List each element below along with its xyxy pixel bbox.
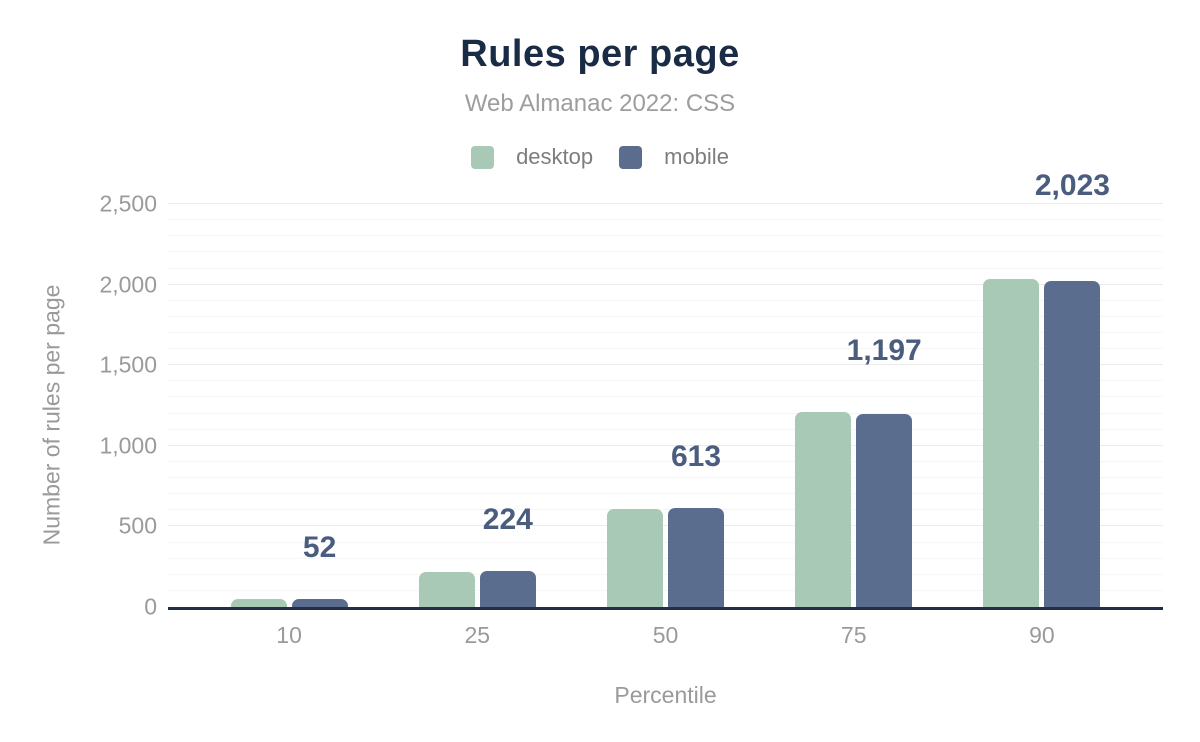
gridline (168, 315, 1163, 317)
bar-mobile: 52 (291, 531, 348, 607)
bar-mobile: 2,023 (1035, 169, 1110, 607)
bar-group: 613 50 (571, 204, 759, 648)
value-label: 613 (670, 440, 722, 474)
bar-desktop (230, 599, 287, 607)
bar-pair: 613 (607, 440, 724, 607)
gridline (168, 428, 1163, 430)
gridline (168, 380, 1163, 382)
bar-group: 1,197 75 (760, 204, 948, 648)
bar-mobile: 613 (668, 440, 724, 607)
chart-subtitle: Web Almanac 2022: CSS (464, 90, 736, 117)
bar-pair: 224 (418, 503, 536, 607)
y-tick-label: 1,000 (99, 432, 157, 459)
gridline (168, 493, 1163, 495)
y-axis-title: Number of rules per page (38, 284, 65, 546)
gridline (168, 460, 1163, 462)
mobile-swatch-icon (619, 145, 643, 169)
chart-title: Rules per page (460, 33, 740, 75)
desktop-swatch-icon (471, 145, 495, 169)
y-tick-label: 2,000 (99, 271, 157, 298)
gridline (168, 203, 1163, 204)
gridline (168, 251, 1163, 253)
x-tick-label: 10 (276, 622, 302, 648)
bar-mobile: 224 (479, 503, 536, 607)
legend-item-mobile: mobile (619, 144, 729, 170)
x-tick-label: 90 (1029, 622, 1055, 648)
bar-desktop (795, 411, 852, 607)
x-tick-label: 75 (840, 622, 867, 648)
gridline (168, 541, 1163, 543)
gridline (168, 396, 1163, 398)
gridline (168, 235, 1163, 237)
value-label: 52 (302, 530, 337, 564)
gridline (168, 477, 1163, 478)
bar-desktop (983, 279, 1040, 607)
gridline (168, 364, 1163, 366)
legend-item-desktop: desktop (471, 144, 593, 170)
bar-pair: 1,197 (795, 334, 922, 607)
gridline (168, 573, 1163, 575)
bar-group: 2,023 90 (948, 169, 1136, 648)
value-label: 224 (482, 502, 533, 536)
gridline (168, 525, 1163, 527)
legend: desktop mobile (0, 144, 1200, 170)
gridline (168, 557, 1163, 559)
x-axis-title: Percentile (614, 682, 717, 708)
y-tick-label: 2,500 (99, 190, 157, 217)
bar-desktop (418, 571, 475, 607)
plot-area: Percentile 0 500 1,000 1,500 2,000 2,500 52 10 2… (99, 169, 1163, 708)
y-tick-label: 500 (118, 512, 157, 539)
bar-desktop (607, 509, 663, 607)
value-label: 1,197 (846, 334, 922, 367)
legend-label-desktop: desktop (516, 144, 594, 169)
legend-label-mobile: mobile (664, 144, 729, 169)
bar-mobile: 1,197 (847, 334, 922, 607)
gridline (168, 283, 1163, 285)
gridline (168, 589, 1163, 591)
gridline (168, 444, 1163, 446)
bar-groups: 52 10 224 25 613 50 1,197 75 2,023 90 (168, 169, 1163, 648)
bar-group: 224 25 (383, 204, 571, 648)
x-tick-label: 50 (652, 622, 679, 648)
bar-pair: 52 (230, 531, 348, 607)
gridline (168, 219, 1163, 221)
gridline (168, 412, 1163, 414)
gridline (168, 509, 1163, 511)
value-label: 2,023 (1034, 168, 1110, 202)
x-tick-label: 25 (464, 622, 491, 648)
gridline (168, 348, 1163, 350)
gridline (168, 299, 1163, 301)
bar-group: 52 10 (195, 204, 383, 648)
gridline (168, 332, 1163, 333)
gridline (168, 267, 1163, 269)
bar-pair: 2,023 (983, 169, 1110, 607)
y-tick-label: 1,500 (99, 351, 157, 378)
y-tick-label: 0 (144, 593, 157, 620)
